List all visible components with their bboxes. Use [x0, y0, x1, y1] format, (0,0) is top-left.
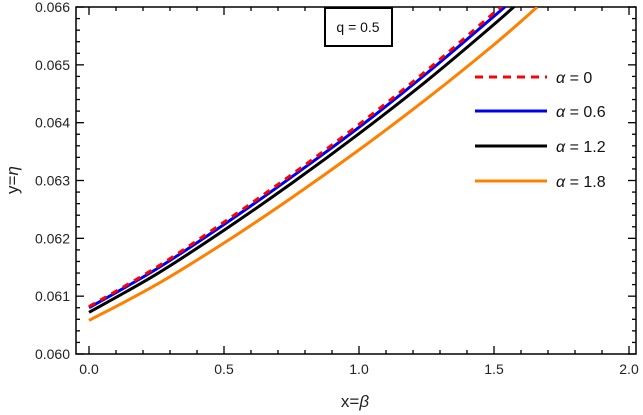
curve-0: [88, 7, 504, 308]
y-axis-title: y=η: [3, 166, 22, 194]
plot-frame: [75, 6, 637, 355]
curve-1-2: [88, 7, 516, 314]
y-tick-labels: 0.060 0.061 0.062 0.063 0.064 0.065 0.066: [35, 0, 70, 362]
legend-label: α = 0.6: [556, 104, 606, 121]
curve-1-8: [88, 7, 539, 322]
x-tick-label: 0.5: [214, 361, 234, 377]
axis-ticks: [76, 6, 636, 355]
legend: α = 0 α = 0.6 α = 1.2 α = 1.8: [475, 70, 606, 191]
y-tick-label: 0.061: [35, 288, 70, 304]
y-tick-label: 0.066: [35, 0, 70, 15]
curves: [88, 7, 539, 322]
x-tick-label: 0.0: [79, 361, 99, 377]
y-tick-label: 0.064: [35, 115, 70, 131]
annotation-text: q = 0.5: [336, 19, 379, 35]
annotation-box: q = 0.5: [324, 7, 393, 47]
x-axis-title: x=β: [341, 392, 369, 411]
x-tick-label: 2.0: [619, 361, 639, 377]
legend-label: α = 1.2: [556, 139, 606, 156]
x-tick-label: 1.0: [349, 361, 369, 377]
y-tick-label: 0.062: [35, 230, 70, 246]
legend-label: α = 0: [556, 70, 592, 87]
legend-label: α = 1.8: [556, 174, 606, 191]
x-tick-labels: 0.0 0.5 1.0 1.5 2.0: [79, 361, 639, 377]
y-tick-label: 0.063: [35, 173, 70, 189]
curve-0-6: [88, 7, 507, 310]
x-tick-label: 1.5: [484, 361, 504, 377]
y-tick-label: 0.065: [35, 57, 70, 73]
y-tick-label: 0.060: [35, 346, 70, 362]
